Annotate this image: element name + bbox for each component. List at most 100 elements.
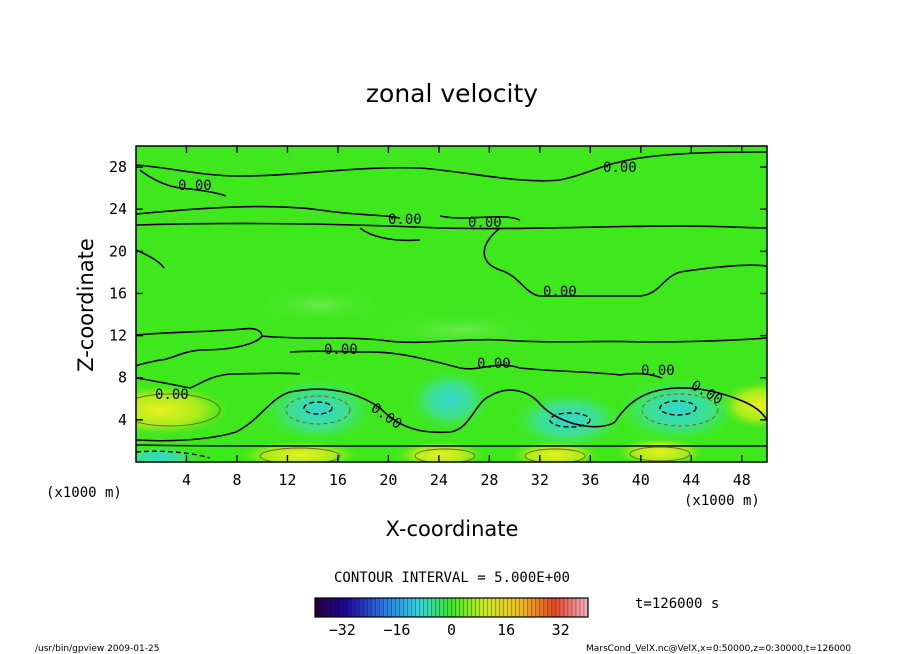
x-unit-right: (x1000 m) (684, 493, 760, 509)
colorbar-cell (579, 598, 585, 617)
x-axis: 4 8 12 16 20 24 28 32 36 40 44 48 (182, 146, 751, 489)
shade-negative-2 (410, 370, 490, 430)
colorbar-cell (583, 598, 589, 617)
x-tick-label: 32 (531, 471, 549, 489)
colorbar-cell (547, 598, 553, 617)
y-tick-label: 8 (118, 369, 127, 387)
colorbar-cell (339, 598, 344, 617)
contour-label: 0.00 (603, 160, 637, 176)
shade-positive-6 (615, 438, 705, 462)
colorbar-cell (499, 598, 504, 617)
contour-line-28 (139, 169, 227, 197)
colorbar-cell (575, 598, 581, 617)
positive-contour-5 (629, 446, 691, 462)
dashed-contour-4 (136, 450, 211, 459)
contour-label: 0.00 (641, 363, 675, 379)
colorbar-cell (539, 598, 545, 617)
colorbar-cell (471, 598, 476, 617)
shade-positive-1 (136, 384, 230, 436)
colorbar-cell (483, 598, 488, 617)
x-unit-left: (x1000 m) (46, 485, 122, 501)
colorbar-cell (559, 598, 565, 617)
colorbar-cell (439, 598, 444, 617)
colorbar-frame (314, 597, 589, 618)
contour-line-24a (136, 205, 401, 219)
plot-area: 0.00 0.00 0.00 0.00 0.00 0.00 0.00 0.00 … (136, 146, 767, 462)
colorbar-cell (383, 598, 388, 617)
contour-label: 0.00 (155, 387, 189, 403)
colorbar-cell (347, 598, 352, 617)
colorbar-cell (555, 598, 561, 617)
colorbar-cell (463, 598, 468, 617)
colorbar-cell (375, 598, 380, 617)
colorbar-cell (467, 598, 472, 617)
x-tick-label: 28 (480, 471, 498, 489)
dashed-contour-2 (549, 412, 591, 428)
colorbar-cell (331, 598, 336, 617)
x-tick-label: 4 (182, 471, 191, 489)
colorbar-cell (451, 598, 456, 617)
y-tick-label: 20 (109, 242, 127, 260)
colorbar-cell (395, 598, 400, 617)
colorbar-cell (459, 598, 464, 617)
colorbar-cell (523, 598, 529, 617)
colorbar-cell (503, 598, 509, 617)
plot-frame (135, 145, 768, 463)
contour-label: 0.00 (477, 356, 511, 372)
colorbar-cell (327, 598, 332, 617)
colorbar-cell (507, 598, 513, 617)
colorbar (314, 597, 589, 618)
shade-negative-1 (263, 378, 373, 442)
y-tick-label: 12 (109, 327, 127, 345)
colorbar-cell (367, 598, 372, 617)
positive-contour-6 (285, 395, 351, 425)
colorbar-ticks: −32 −16 0 16 32 (329, 621, 570, 639)
shade-negative-3 (513, 392, 623, 448)
colorbar-cell (519, 598, 525, 617)
x-axis-title: X-coordinate (386, 517, 519, 541)
colorbar-cell (535, 598, 541, 617)
positive-contour-4 (524, 448, 586, 462)
colorbar-cell (355, 598, 360, 617)
colorbar-cell (515, 598, 521, 617)
colorbar-cell (407, 598, 412, 617)
colorbar-cell (363, 598, 368, 617)
colorbar-cell (427, 598, 432, 617)
x-tick-label: 44 (682, 471, 700, 489)
colorbar-tick-label: 32 (552, 621, 570, 639)
contour-line-18 (483, 227, 767, 297)
contour-label: 0.00 (388, 212, 422, 228)
colorbar-tick-label: 0 (447, 621, 456, 639)
colorbar-cell (379, 598, 384, 617)
contour-line-21 (359, 227, 421, 242)
shade-pale-2 (370, 310, 550, 350)
colorbar-cell (371, 598, 376, 617)
contour-label: 0.00 (178, 178, 212, 194)
x-tick-label: 8 (232, 471, 241, 489)
contour-line-top (136, 151, 767, 182)
colorbar-cell (551, 598, 557, 617)
colorbar-cell (563, 598, 569, 617)
contour-interval-label: CONTOUR INTERVAL = 5.000E+00 (334, 570, 570, 586)
contour-line-3 (136, 444, 767, 447)
colorbar-cell (531, 598, 537, 617)
colorbar-cell (323, 598, 328, 617)
colorbar-cell (391, 598, 396, 617)
dashed-contour-1 (303, 401, 333, 415)
x-tick-label: 20 (379, 471, 397, 489)
footer-left: /usr/bin/gpview 2009-01-25 (35, 644, 159, 654)
colorbar-cell (543, 598, 549, 617)
colorbar-cell (315, 598, 320, 617)
colorbar-tick-label: 16 (497, 621, 515, 639)
time-label: t=126000 s (635, 596, 719, 612)
colorbar-cell (387, 598, 392, 617)
x-tick-label: 40 (632, 471, 650, 489)
contour-line-12 (136, 327, 263, 367)
colorbar-cell (335, 598, 340, 617)
colorbar-cell (479, 598, 484, 617)
contour-line-8 (136, 372, 301, 389)
y-tick-label: 4 (118, 411, 127, 429)
y-tick-label: 16 (109, 284, 127, 302)
shade-pale-1 (250, 285, 390, 325)
colorbar-cell (423, 598, 428, 617)
